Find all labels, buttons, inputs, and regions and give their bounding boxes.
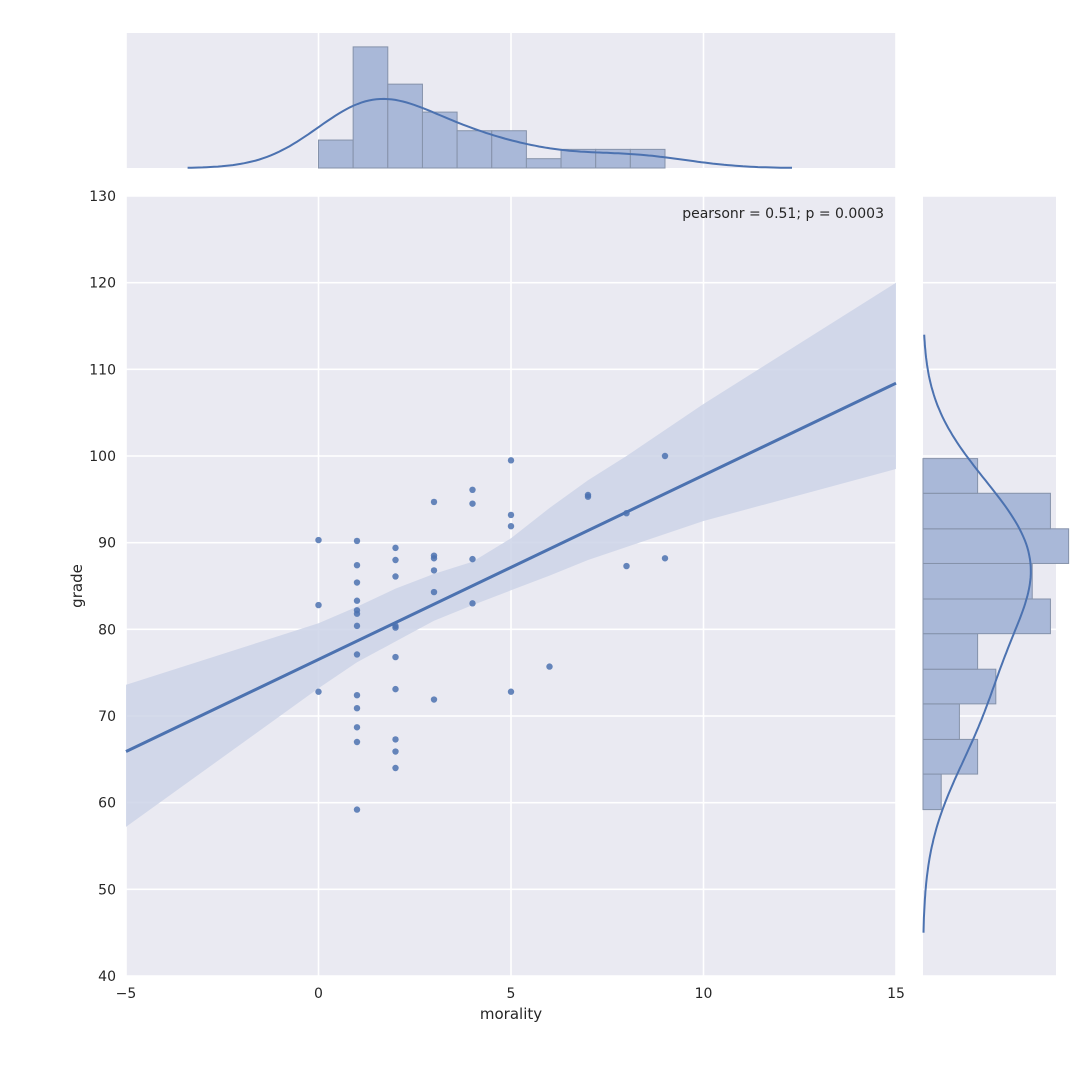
pearson-annotation: pearsonr = 0.51; p = 0.0003 xyxy=(682,206,884,222)
top-hist-bar-1 xyxy=(352,46,389,169)
right-hist-bar-0 xyxy=(922,773,942,811)
scatter-point-34 xyxy=(469,555,476,563)
x-tick-label-2: 5 xyxy=(507,986,516,1002)
scatter-point-3 xyxy=(353,537,361,545)
scatter-point-8 xyxy=(353,610,361,617)
y-tick-label-7: 110 xyxy=(89,362,116,378)
scatter-point-46 xyxy=(661,555,669,562)
scatter-point-15 xyxy=(353,806,361,813)
right-hist-bar-9 xyxy=(922,458,979,494)
scatter-point-23 xyxy=(392,736,399,743)
top-marginal-histogram xyxy=(318,46,666,169)
x-tick-label-1: 0 xyxy=(314,986,323,1002)
y-tick-label-8: 120 xyxy=(89,276,116,292)
right-hist-bar-2 xyxy=(922,703,960,740)
scatter-point-43 xyxy=(623,510,630,517)
y-axis-tick-labels: 40 50 60 70 80 90 100 110 120 130 xyxy=(89,189,116,985)
top-hist-bar-2 xyxy=(387,83,423,169)
scatter-point-33 xyxy=(469,500,476,507)
top-marginal-kde-curve xyxy=(187,97,792,169)
y-axis-label: grade xyxy=(68,564,86,608)
scatter-point-16 xyxy=(392,544,399,552)
right-hist-bar-7 xyxy=(922,528,1070,564)
y-tick-label-5: 90 xyxy=(98,536,116,552)
scatter-point-2 xyxy=(315,688,322,695)
scatter-point-12 xyxy=(353,705,361,712)
y-tick-label-9: 130 xyxy=(89,189,116,205)
scatter-point-5 xyxy=(353,579,361,586)
scatter-point-20 xyxy=(392,624,399,631)
scatter-point-29 xyxy=(430,567,438,574)
scatter-point-36 xyxy=(507,457,515,464)
scatter-point-25 xyxy=(392,764,399,772)
scatter-point-28 xyxy=(430,555,438,562)
y-tick-label-0: 40 xyxy=(98,969,116,985)
scatter-point-44 xyxy=(623,562,630,570)
regression-confidence-band xyxy=(126,282,896,827)
scatter-point-39 xyxy=(507,688,515,695)
scatter-point-14 xyxy=(353,738,361,746)
scatter-point-13 xyxy=(353,724,361,731)
scatter-point-38 xyxy=(507,523,515,530)
scatter-point-6 xyxy=(353,597,361,604)
right-marginal-histogram xyxy=(922,458,1070,811)
x-axis-label: morality xyxy=(480,1005,542,1023)
scatter-point-9 xyxy=(353,622,361,630)
right-hist-bar-5 xyxy=(922,598,1051,635)
y-tick-label-4: 80 xyxy=(98,622,116,638)
right-hist-bar-3 xyxy=(922,668,997,705)
right-hist-bar-8 xyxy=(922,492,1051,530)
top-hist-bar-0 xyxy=(318,139,354,169)
scatter-point-1 xyxy=(315,601,322,609)
scatter-point-35 xyxy=(469,600,476,607)
scatter-point-24 xyxy=(392,748,399,755)
regression-line xyxy=(125,381,897,753)
right-marginal-kde-curve xyxy=(922,334,1032,933)
scatter-point-17 xyxy=(392,556,399,564)
scatter-point-4 xyxy=(353,562,361,569)
x-tick-label-4: 15 xyxy=(887,986,905,1002)
top-hist-bar-6 xyxy=(525,158,562,169)
scatter-point-18 xyxy=(392,573,399,580)
scatter-point-11 xyxy=(353,692,361,699)
scatter-point-31 xyxy=(430,696,438,703)
scatter-point-45 xyxy=(661,452,669,460)
right-hist-bar-4 xyxy=(922,633,979,670)
scatter-point-32 xyxy=(469,486,476,493)
x-tick-label-3: 10 xyxy=(695,986,713,1002)
scatter-point-30 xyxy=(430,588,438,596)
scatter-point-37 xyxy=(507,511,515,519)
y-tick-label-6: 100 xyxy=(89,449,116,465)
scatter-point-40 xyxy=(546,663,553,670)
top-hist-bar-9 xyxy=(629,148,666,169)
scatter-points xyxy=(315,452,669,813)
scatter-point-0 xyxy=(315,536,322,544)
y-tick-label-1: 50 xyxy=(98,882,116,898)
right-hist-bar-6 xyxy=(922,562,1033,600)
scatter-point-42 xyxy=(584,493,592,500)
x-tick-label-0: −5 xyxy=(116,986,137,1002)
y-tick-label-2: 60 xyxy=(98,796,116,812)
scatter-point-22 xyxy=(392,685,399,693)
y-tick-label-3: 70 xyxy=(98,709,116,725)
scatter-point-26 xyxy=(430,498,438,506)
x-axis-tick-labels: −5 0 5 10 15 xyxy=(116,986,905,1002)
scatter-point-10 xyxy=(353,651,361,658)
right-hist-bar-1 xyxy=(922,738,979,775)
top-hist-bar-4 xyxy=(456,130,493,169)
scatter-point-21 xyxy=(392,653,399,661)
